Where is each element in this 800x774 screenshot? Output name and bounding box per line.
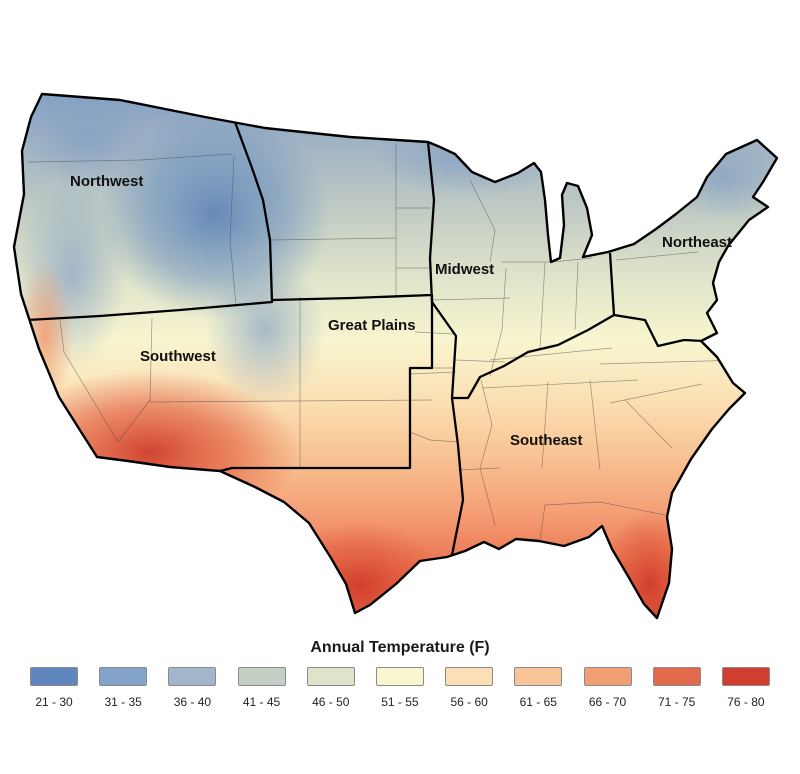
legend-item: 61 - 65 xyxy=(506,667,570,709)
legend-swatch xyxy=(30,667,78,686)
legend-swatch xyxy=(375,667,424,686)
legend-swatch xyxy=(514,667,563,686)
warm-zone-central-valley xyxy=(17,260,73,410)
legend-label: 66 - 70 xyxy=(588,695,627,709)
region-label-great-plains: Great Plains xyxy=(328,317,416,334)
cold-zone-cascades xyxy=(23,94,153,188)
legend-swatch xyxy=(168,667,217,686)
region-boundaries xyxy=(26,121,704,556)
legend-item: 76 - 80 xyxy=(714,667,778,709)
legend-item: 56 - 60 xyxy=(437,667,501,709)
legend-swatch xyxy=(99,667,148,686)
legend-label: 36 - 40 xyxy=(173,695,212,709)
legend-item: 21 - 30 xyxy=(22,667,86,709)
plains-midwest-boundary xyxy=(426,141,465,556)
legend-title: Annual Temperature (F) xyxy=(310,639,490,656)
us-temperature-map: Northwest Southwest Great Plains Midwest… xyxy=(12,92,779,620)
midwest-southeast-boundary xyxy=(452,314,615,400)
region-label-southeast: Southeast xyxy=(510,432,583,449)
region-label-northeast: Northeast xyxy=(662,234,732,251)
region-label-southwest: Southwest xyxy=(140,348,216,365)
legend-swatch xyxy=(237,667,286,686)
legend-item: 31 - 35 xyxy=(91,667,155,709)
cold-zone-minnesota xyxy=(375,120,565,196)
legend-swatch xyxy=(652,667,701,686)
legend-swatch xyxy=(306,667,355,686)
legend-label: 51 - 55 xyxy=(381,695,419,709)
northeast-boundary xyxy=(608,252,704,348)
us-outline xyxy=(12,92,779,620)
legend-label: 46 - 50 xyxy=(312,695,350,709)
legend-item: 66 - 70 xyxy=(576,667,640,709)
legend-swatch xyxy=(583,667,632,686)
legend-items: 21 - 30 31 - 35 36 - 40 41 - 45 46 - 50 51 - … xyxy=(0,667,800,709)
legend-label: 76 - 80 xyxy=(727,695,765,709)
region-label-midwest: Midwest xyxy=(435,261,494,278)
legend-label: 56 - 60 xyxy=(450,695,488,709)
legend-label: 61 - 65 xyxy=(519,695,557,709)
legend-item: 36 - 40 xyxy=(160,667,224,709)
legend-label: 71 - 75 xyxy=(658,695,696,709)
map-container: Northwest Southwest Great Plains Midwest… xyxy=(12,92,779,620)
legend-label: 21 - 30 xyxy=(35,695,73,709)
legend-item: 71 - 75 xyxy=(645,667,709,709)
legend-swatch xyxy=(721,667,770,686)
northwest-boundary xyxy=(26,121,274,322)
legend-item: 51 - 55 xyxy=(368,667,432,709)
legend: Annual Temperature (F) 21 - 30 31 - 35 36 … xyxy=(0,639,800,709)
legend-item: 41 - 45 xyxy=(230,667,294,709)
cold-zone-new-england xyxy=(660,136,777,220)
legend-label: 31 - 35 xyxy=(104,695,142,709)
legend-item: 46 - 50 xyxy=(299,667,363,709)
legend-swatch xyxy=(445,667,494,686)
region-label-northwest: Northwest xyxy=(70,173,143,190)
temperature-fill-layer xyxy=(14,94,777,618)
southwest-boundary xyxy=(219,293,434,473)
state-boundaries xyxy=(27,143,741,541)
legend-label: 41 - 45 xyxy=(242,695,281,709)
